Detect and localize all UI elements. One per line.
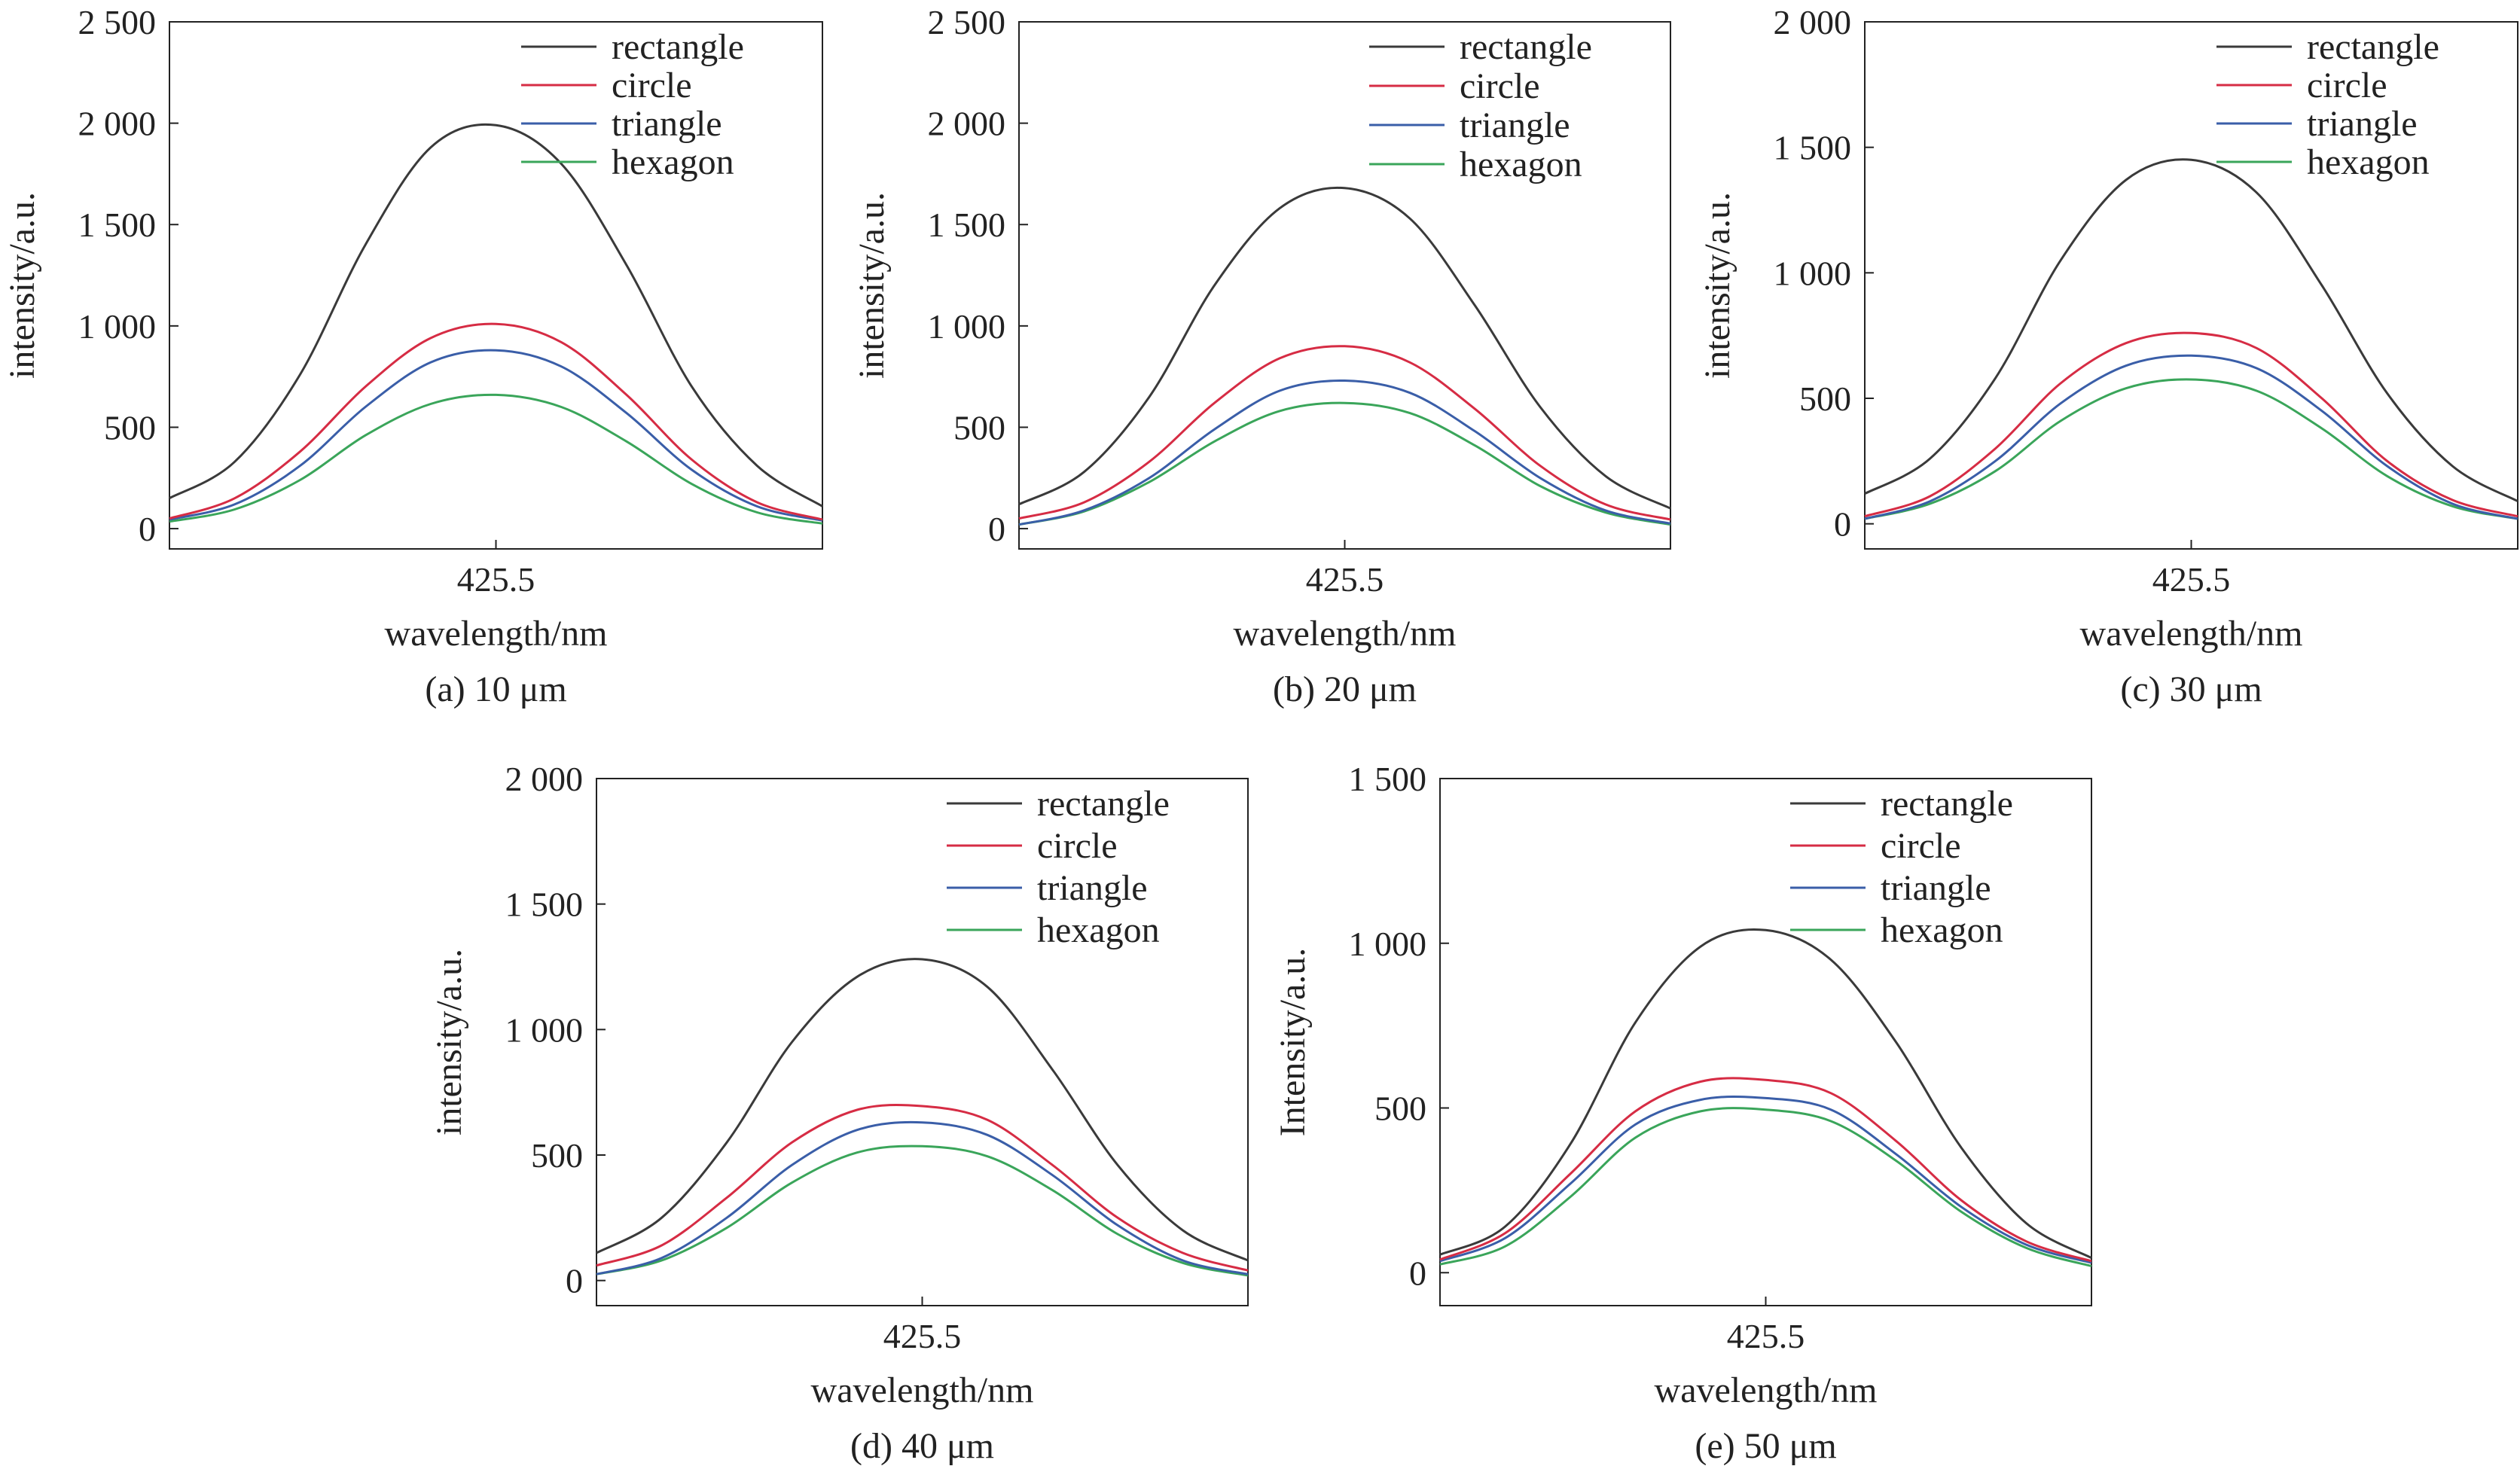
legend-label-rectangle: rectangle <box>612 27 744 67</box>
legend-label-circle: circle <box>1881 826 1961 866</box>
y-axis-label: Intensity/a.u. <box>1273 948 1313 1137</box>
y-tick-label: 2 000 <box>505 760 584 798</box>
x-tick-label: 425.5 <box>1306 560 1384 599</box>
series-line-hexagon <box>169 393 823 525</box>
series-line-triangle <box>1018 379 1671 526</box>
x-tick-label: 425.5 <box>457 560 535 599</box>
legend-label-triangle: triangle <box>2307 104 2418 144</box>
series-line-hexagon <box>1439 1107 2092 1267</box>
series-line-circle <box>1018 345 1671 521</box>
series-line-triangle <box>1864 354 2518 520</box>
legend-label-circle: circle <box>1460 66 1540 106</box>
y-tick-label: 1 000 <box>1349 925 1427 963</box>
chart-panel-4: 0 500 1 000 1 500 2 000 425.5 wavelength/nm int… <box>429 760 1249 1466</box>
legend-label-triangle: triangle <box>1881 868 1991 908</box>
panel-caption: (a) 10 μm <box>425 669 566 709</box>
x-axis-label: wavelength/nm <box>385 614 608 654</box>
y-tick-label: 1 500 <box>505 885 584 924</box>
y-tick-label: 1 500 <box>1349 760 1427 798</box>
x-tick-label: 425.5 <box>1727 1317 1805 1355</box>
series-line-circle <box>169 322 823 521</box>
y-tick-label: 2 000 <box>1774 3 1852 41</box>
plot-frame <box>169 21 823 550</box>
x-tick-label: 425.5 <box>2152 560 2231 599</box>
y-tick-label: 1 000 <box>78 307 157 346</box>
legend-label-rectangle: rectangle <box>1881 784 2013 824</box>
y-tick-label: 1 000 <box>928 307 1006 346</box>
plot-frame <box>1018 21 1671 550</box>
y-axis-label: intensity/a.u. <box>852 192 892 379</box>
y-tick-label: 500 <box>531 1136 583 1175</box>
chart-panel-2: 0 500 1 000 1 500 2 000 2 500 425.5 wavelength/… <box>852 3 1671 709</box>
legend-label-triangle: triangle <box>1460 105 1570 145</box>
panel-caption: (e) 50 μm <box>1695 1426 1836 1466</box>
series-line-hexagon <box>596 1144 1249 1277</box>
x-axis-label: wavelength/nm <box>2080 614 2303 654</box>
y-tick-label: 1 000 <box>505 1010 584 1049</box>
series-line-circle <box>1439 1077 2092 1263</box>
legend-label-circle: circle <box>612 66 692 105</box>
x-axis-label: wavelength/nm <box>1655 1370 1878 1410</box>
y-tick-label: 0 <box>139 510 156 548</box>
y-axis-label: intensity/a.u. <box>2 192 42 379</box>
y-tick-label: 0 <box>566 1262 583 1300</box>
series-line-triangle <box>169 349 823 522</box>
series-line-triangle <box>1439 1095 2092 1264</box>
chart-panel-1: 0 500 1 000 1 500 2 000 2 500 425.5 wavelength/… <box>2 3 823 709</box>
legend-label-rectangle: rectangle <box>2307 27 2439 67</box>
legend-label-rectangle: rectangle <box>1460 27 1592 67</box>
legend-label-hexagon: hexagon <box>1037 910 1160 950</box>
y-tick-label: 0 <box>988 510 1005 548</box>
y-axis-label: intensity/a.u. <box>1698 192 1737 379</box>
y-tick-label: 1 500 <box>1774 129 1852 167</box>
y-tick-label: 2 000 <box>78 105 157 143</box>
y-tick-label: 2 500 <box>78 3 157 41</box>
y-tick-label: 500 <box>1374 1090 1426 1128</box>
legend-label-hexagon: hexagon <box>2307 142 2430 182</box>
series-line-triangle <box>596 1120 1249 1276</box>
plot-frame <box>1864 21 2518 550</box>
panel-caption: (c) 30 μm <box>2120 669 2262 709</box>
chart-panel-3: 0 500 1 000 1 500 2 000 425.5 wavelength/nm int… <box>1698 3 2518 709</box>
series-line-circle <box>596 1103 1249 1272</box>
legend-label-triangle: triangle <box>612 104 722 144</box>
y-tick-label: 0 <box>1834 505 1851 544</box>
y-tick-label: 500 <box>104 408 156 447</box>
legend-label-circle: circle <box>2307 66 2387 105</box>
series-line-rectangle <box>1018 186 1671 510</box>
y-tick-label: 2 500 <box>928 3 1006 41</box>
legend-label-rectangle: rectangle <box>1037 784 1170 824</box>
series-line-circle <box>1864 331 2518 518</box>
x-axis-label: wavelength/nm <box>811 1370 1034 1410</box>
panel-caption: (b) 20 μm <box>1273 669 1417 709</box>
y-tick-label: 0 <box>1409 1254 1426 1292</box>
legend-label-triangle: triangle <box>1037 868 1148 908</box>
legend-label-hexagon: hexagon <box>1460 145 1582 184</box>
legend-label-hexagon: hexagon <box>1881 910 2003 950</box>
plot-frame <box>596 778 1249 1306</box>
series-line-rectangle <box>596 958 1249 1262</box>
legend-label-circle: circle <box>1037 826 1118 866</box>
chart-panel-5: 0 500 1 000 1 500 425.5 wavelength/nm Intensit… <box>1273 760 2092 1466</box>
series-line-rectangle <box>1439 928 2092 1259</box>
y-tick-label: 1 500 <box>78 206 157 244</box>
y-tick-label: 1 000 <box>1774 254 1852 292</box>
series-line-rectangle <box>1864 158 2518 503</box>
y-tick-label: 500 <box>1799 379 1851 418</box>
y-tick-label: 1 500 <box>928 206 1006 244</box>
series-line-hexagon <box>1864 378 2518 520</box>
x-axis-label: wavelength/nm <box>1234 614 1457 654</box>
series-line-rectangle <box>169 123 823 507</box>
y-axis-label: intensity/a.u. <box>429 949 469 1135</box>
legend-label-hexagon: hexagon <box>612 142 734 182</box>
x-tick-label: 425.5 <box>883 1317 962 1355</box>
y-tick-label: 500 <box>953 408 1005 447</box>
series-line-hexagon <box>1018 401 1671 526</box>
panel-caption: (d) 40 μm <box>850 1426 994 1466</box>
y-tick-label: 2 000 <box>928 105 1006 143</box>
